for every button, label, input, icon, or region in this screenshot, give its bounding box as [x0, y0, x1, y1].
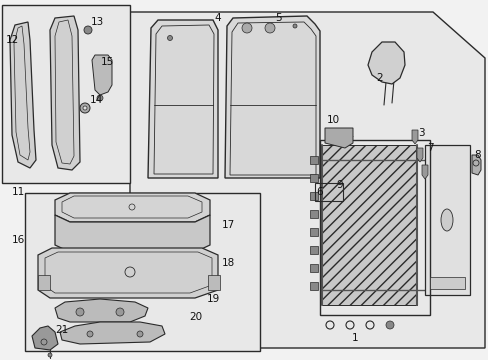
Polygon shape	[367, 42, 404, 84]
Circle shape	[76, 308, 84, 316]
Polygon shape	[38, 248, 218, 298]
Circle shape	[264, 23, 274, 33]
Circle shape	[385, 321, 393, 329]
Bar	[424, 145, 469, 295]
Text: 19: 19	[206, 294, 219, 304]
Text: 5: 5	[275, 13, 282, 23]
Polygon shape	[10, 22, 36, 168]
Text: 14: 14	[89, 95, 102, 105]
Circle shape	[48, 353, 52, 357]
Polygon shape	[55, 299, 148, 322]
Polygon shape	[32, 326, 58, 350]
Text: 3: 3	[417, 128, 424, 138]
Bar	[429, 277, 464, 289]
Polygon shape	[148, 20, 218, 178]
Text: 10: 10	[326, 115, 339, 125]
Bar	[321, 145, 416, 305]
Bar	[309, 192, 317, 200]
Polygon shape	[471, 155, 480, 175]
Text: 6: 6	[316, 187, 323, 197]
Bar	[38, 275, 50, 290]
Circle shape	[292, 24, 296, 28]
Text: 4: 4	[214, 13, 221, 23]
Text: 16: 16	[11, 235, 24, 245]
Bar	[309, 282, 317, 290]
Bar	[2, 5, 130, 183]
Circle shape	[87, 331, 93, 337]
Text: 7: 7	[426, 143, 432, 153]
Bar	[309, 210, 317, 218]
Bar	[309, 174, 317, 182]
Bar	[25, 193, 260, 351]
Circle shape	[97, 95, 103, 101]
Polygon shape	[92, 55, 112, 95]
Ellipse shape	[440, 209, 452, 231]
Circle shape	[242, 23, 251, 33]
Bar	[207, 275, 220, 290]
Text: 15: 15	[100, 57, 113, 67]
Text: 13: 13	[90, 17, 103, 27]
Polygon shape	[224, 16, 319, 178]
Circle shape	[80, 103, 90, 113]
Text: 12: 12	[5, 35, 19, 45]
Polygon shape	[60, 322, 164, 344]
Polygon shape	[55, 215, 209, 252]
Circle shape	[137, 331, 142, 337]
Text: 1: 1	[351, 333, 358, 343]
Text: 18: 18	[221, 258, 234, 268]
Polygon shape	[411, 130, 417, 144]
Polygon shape	[55, 193, 209, 222]
Bar	[309, 246, 317, 254]
Bar	[319, 140, 429, 315]
Bar	[309, 264, 317, 272]
Text: 2: 2	[376, 73, 383, 83]
Polygon shape	[130, 12, 484, 348]
Text: 8: 8	[474, 150, 480, 160]
Text: 21: 21	[55, 325, 68, 335]
Circle shape	[167, 36, 172, 40]
Polygon shape	[325, 128, 352, 148]
Text: 20: 20	[189, 312, 202, 322]
Circle shape	[83, 106, 87, 110]
Bar	[314, 183, 342, 201]
Text: 9: 9	[336, 180, 343, 190]
Polygon shape	[416, 148, 422, 162]
Text: 11: 11	[11, 187, 24, 197]
Circle shape	[84, 26, 92, 34]
Polygon shape	[50, 16, 80, 170]
Bar	[309, 228, 317, 236]
Bar	[309, 156, 317, 164]
Text: 17: 17	[221, 220, 234, 230]
Polygon shape	[421, 165, 427, 179]
Circle shape	[116, 308, 124, 316]
